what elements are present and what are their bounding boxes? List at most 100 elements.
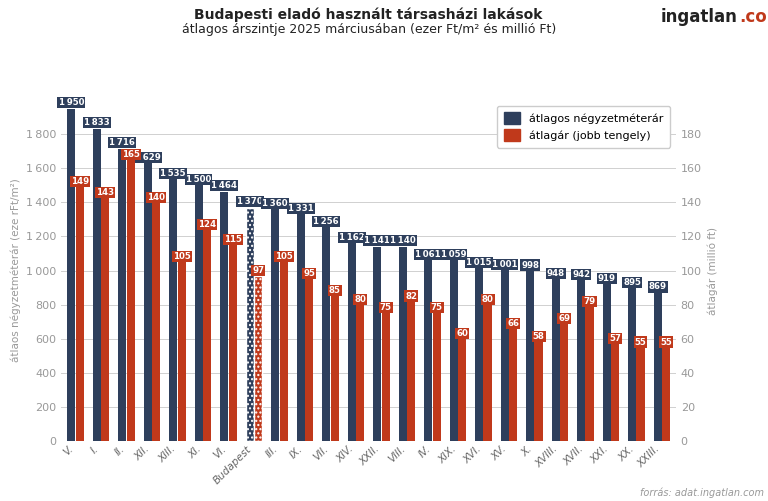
Bar	[611, 344, 619, 441]
Bar	[585, 306, 594, 441]
Text: 1 059: 1 059	[441, 250, 466, 259]
Text: 1 141: 1 141	[364, 236, 390, 245]
Bar	[551, 280, 560, 441]
Text: 1 716: 1 716	[109, 138, 135, 147]
Text: 105: 105	[275, 253, 293, 262]
Text: 1 140: 1 140	[390, 236, 415, 245]
Bar	[127, 160, 134, 441]
Text: 1 256: 1 256	[313, 216, 339, 225]
Text: 1 500: 1 500	[186, 175, 211, 184]
Text: 1 061: 1 061	[415, 250, 441, 259]
Bar	[484, 305, 492, 441]
Text: 1 001: 1 001	[492, 260, 518, 269]
Text: 1 162: 1 162	[339, 232, 365, 241]
Text: 55: 55	[660, 338, 672, 347]
Bar	[356, 305, 364, 441]
Bar	[229, 245, 237, 441]
Bar	[194, 185, 203, 441]
Text: 105: 105	[173, 253, 190, 262]
Bar	[535, 342, 543, 441]
Bar	[432, 313, 441, 441]
Bar	[246, 207, 253, 441]
Bar	[637, 347, 644, 441]
Text: Budapesti eladó használt társasházi lakások: Budapesti eladó használt társasházi laká…	[194, 8, 543, 22]
Text: 140: 140	[147, 193, 165, 202]
Text: 79: 79	[584, 297, 596, 306]
Text: 80: 80	[354, 295, 366, 304]
Text: 998: 998	[521, 261, 539, 270]
Bar	[560, 323, 568, 441]
Text: 66: 66	[507, 319, 519, 328]
Text: 1 464: 1 464	[211, 181, 237, 190]
Bar	[203, 229, 211, 441]
Bar	[280, 262, 288, 441]
Bar	[458, 339, 466, 441]
Bar	[169, 179, 177, 441]
Text: 55: 55	[634, 338, 647, 347]
Bar	[322, 227, 330, 441]
Bar	[424, 260, 432, 441]
Legend: átlagos négyzetméterár, átlagár (jobb tengely): átlagos négyzetméterár, átlagár (jobb te…	[497, 106, 670, 147]
Bar	[526, 271, 535, 441]
Bar	[407, 301, 415, 441]
Text: 82: 82	[405, 292, 417, 301]
Text: forrás: adat.ingatlan.com: forrás: adat.ingatlan.com	[641, 488, 764, 498]
Bar	[177, 262, 186, 441]
Bar	[628, 289, 636, 441]
Bar	[67, 109, 75, 441]
Y-axis label: átlagár (millió ft): átlagár (millió ft)	[707, 226, 718, 315]
Text: 869: 869	[649, 283, 667, 292]
Text: 143: 143	[96, 187, 114, 196]
Text: átlagos árszintje 2025 márciusában (ezer Ft/m² és millió Ft): átlagos árszintje 2025 márciusában (ezer…	[181, 23, 556, 36]
Text: 75: 75	[379, 304, 392, 313]
Bar	[654, 293, 662, 441]
Text: 57: 57	[609, 334, 621, 343]
Bar	[75, 187, 84, 441]
Bar	[475, 268, 483, 441]
Bar	[373, 246, 381, 441]
Bar	[144, 163, 152, 441]
Text: 1 833: 1 833	[84, 118, 110, 127]
Bar	[330, 296, 339, 441]
Bar	[577, 281, 585, 441]
Text: 95: 95	[303, 270, 315, 279]
Text: 1 015: 1 015	[466, 258, 492, 267]
Bar	[101, 197, 109, 441]
Text: 149: 149	[71, 177, 89, 186]
Text: 115: 115	[223, 235, 242, 244]
Bar	[220, 191, 228, 441]
Text: 895: 895	[623, 278, 641, 287]
Bar	[348, 243, 356, 441]
Text: 75: 75	[431, 304, 442, 313]
Text: 97: 97	[252, 266, 264, 275]
Text: 919: 919	[598, 274, 616, 283]
Text: 1 360: 1 360	[263, 199, 288, 208]
Bar	[118, 149, 126, 441]
Text: 1 950: 1 950	[58, 98, 84, 107]
Text: 60: 60	[456, 329, 468, 338]
Bar	[382, 313, 389, 441]
Text: 1 370: 1 370	[237, 197, 263, 206]
Text: 948: 948	[547, 269, 564, 278]
Text: .com: .com	[739, 8, 768, 26]
Bar	[501, 271, 508, 441]
Bar	[603, 285, 611, 441]
Text: 85: 85	[329, 287, 340, 296]
Bar	[662, 347, 670, 441]
Bar	[152, 202, 161, 441]
Bar	[271, 209, 280, 441]
Text: 80: 80	[482, 295, 494, 304]
Text: 1 535: 1 535	[161, 169, 186, 178]
Bar	[296, 214, 305, 441]
Text: 58: 58	[533, 332, 545, 341]
Bar	[254, 276, 262, 441]
Bar	[93, 129, 101, 441]
Text: 1 331: 1 331	[288, 204, 313, 213]
Text: ingatlan: ingatlan	[660, 8, 737, 26]
Text: 1 629: 1 629	[135, 153, 161, 162]
Text: 69: 69	[558, 314, 570, 323]
Text: 165: 165	[121, 150, 140, 159]
Text: 942: 942	[572, 270, 590, 279]
Y-axis label: átlaos négyzetméterár (eze rFt/m²): átlaos négyzetméterár (eze rFt/m²)	[10, 179, 21, 362]
Text: 124: 124	[198, 220, 217, 229]
